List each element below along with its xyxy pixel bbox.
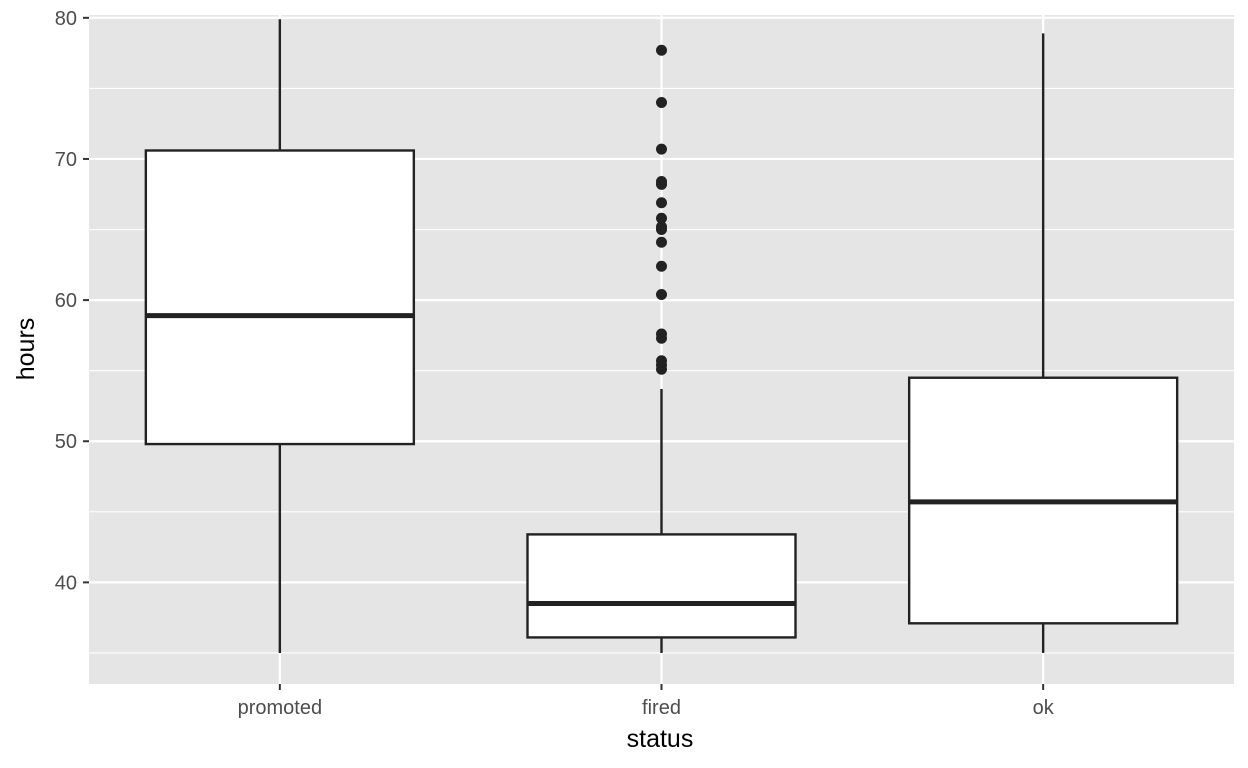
outlier-point [656, 44, 667, 56]
outlier-point [656, 328, 667, 340]
outlier-point [656, 221, 667, 233]
outlier-point [656, 260, 667, 272]
outlier-point [656, 143, 667, 155]
outlier-point [656, 236, 667, 248]
outlier-point [656, 212, 667, 224]
box-promoted [144, 19, 416, 653]
box-ok [907, 33, 1179, 653]
x-tick-label: ok [1033, 697, 1055, 719]
y-tick-label: 50 [55, 431, 77, 453]
boxplot-boxes [144, 19, 1179, 653]
y-axis-ticks: 40 50 60 70 80 [55, 8, 89, 594]
outlier-point [656, 355, 667, 367]
outlier-point [656, 176, 667, 188]
y-axis-title: hours [12, 318, 40, 381]
outlier-point [656, 197, 667, 209]
outlier-point [656, 97, 667, 109]
y-tick-label: 70 [55, 149, 77, 171]
box-fired [526, 44, 797, 653]
x-tick-label: fired [642, 697, 681, 719]
x-tick-label: promoted [238, 697, 323, 719]
box-iqr [144, 149, 416, 446]
x-axis-title: status [627, 725, 694, 753]
y-tick-label: 60 [55, 290, 77, 312]
box-iqr [526, 533, 797, 639]
outlier-point [656, 288, 667, 300]
x-axis-ticks: promoted fired ok [238, 684, 1055, 719]
y-tick-label: 40 [55, 572, 77, 594]
y-tick-label: 80 [55, 8, 77, 30]
